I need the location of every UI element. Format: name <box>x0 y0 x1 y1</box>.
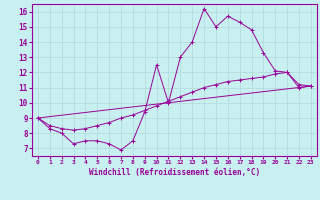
X-axis label: Windchill (Refroidissement éolien,°C): Windchill (Refroidissement éolien,°C) <box>89 168 260 177</box>
